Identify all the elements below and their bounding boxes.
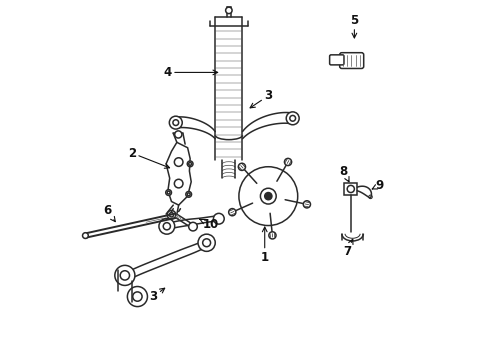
Circle shape xyxy=(174,179,183,188)
Text: 6: 6 xyxy=(103,204,115,222)
Text: 1: 1 xyxy=(261,227,269,264)
Circle shape xyxy=(239,167,298,226)
Circle shape xyxy=(225,7,232,14)
FancyBboxPatch shape xyxy=(340,53,364,68)
Circle shape xyxy=(238,163,245,170)
Circle shape xyxy=(187,161,193,167)
Circle shape xyxy=(186,192,192,197)
Text: 3: 3 xyxy=(250,89,272,108)
Circle shape xyxy=(166,190,171,195)
Circle shape xyxy=(175,131,182,138)
Circle shape xyxy=(214,213,224,224)
Circle shape xyxy=(167,211,176,219)
Circle shape xyxy=(285,158,292,166)
Bar xyxy=(344,183,357,195)
Circle shape xyxy=(229,208,236,216)
Circle shape xyxy=(115,265,135,285)
Text: 4: 4 xyxy=(164,66,218,79)
Text: 9: 9 xyxy=(372,179,384,192)
Circle shape xyxy=(82,233,88,238)
Circle shape xyxy=(269,232,276,239)
Text: 3: 3 xyxy=(149,288,165,303)
Circle shape xyxy=(347,185,354,193)
Circle shape xyxy=(127,287,147,307)
Circle shape xyxy=(170,116,182,129)
Circle shape xyxy=(265,193,272,200)
Circle shape xyxy=(286,112,299,125)
Text: 10: 10 xyxy=(200,218,219,231)
Circle shape xyxy=(159,219,175,234)
Text: 8: 8 xyxy=(340,165,349,182)
Circle shape xyxy=(189,222,197,231)
Text: 2: 2 xyxy=(128,147,170,168)
Circle shape xyxy=(198,234,215,251)
Circle shape xyxy=(303,201,311,208)
Polygon shape xyxy=(166,142,191,205)
Text: 5: 5 xyxy=(350,14,359,38)
Text: 7: 7 xyxy=(343,239,353,258)
Circle shape xyxy=(174,158,183,166)
FancyBboxPatch shape xyxy=(330,55,344,65)
